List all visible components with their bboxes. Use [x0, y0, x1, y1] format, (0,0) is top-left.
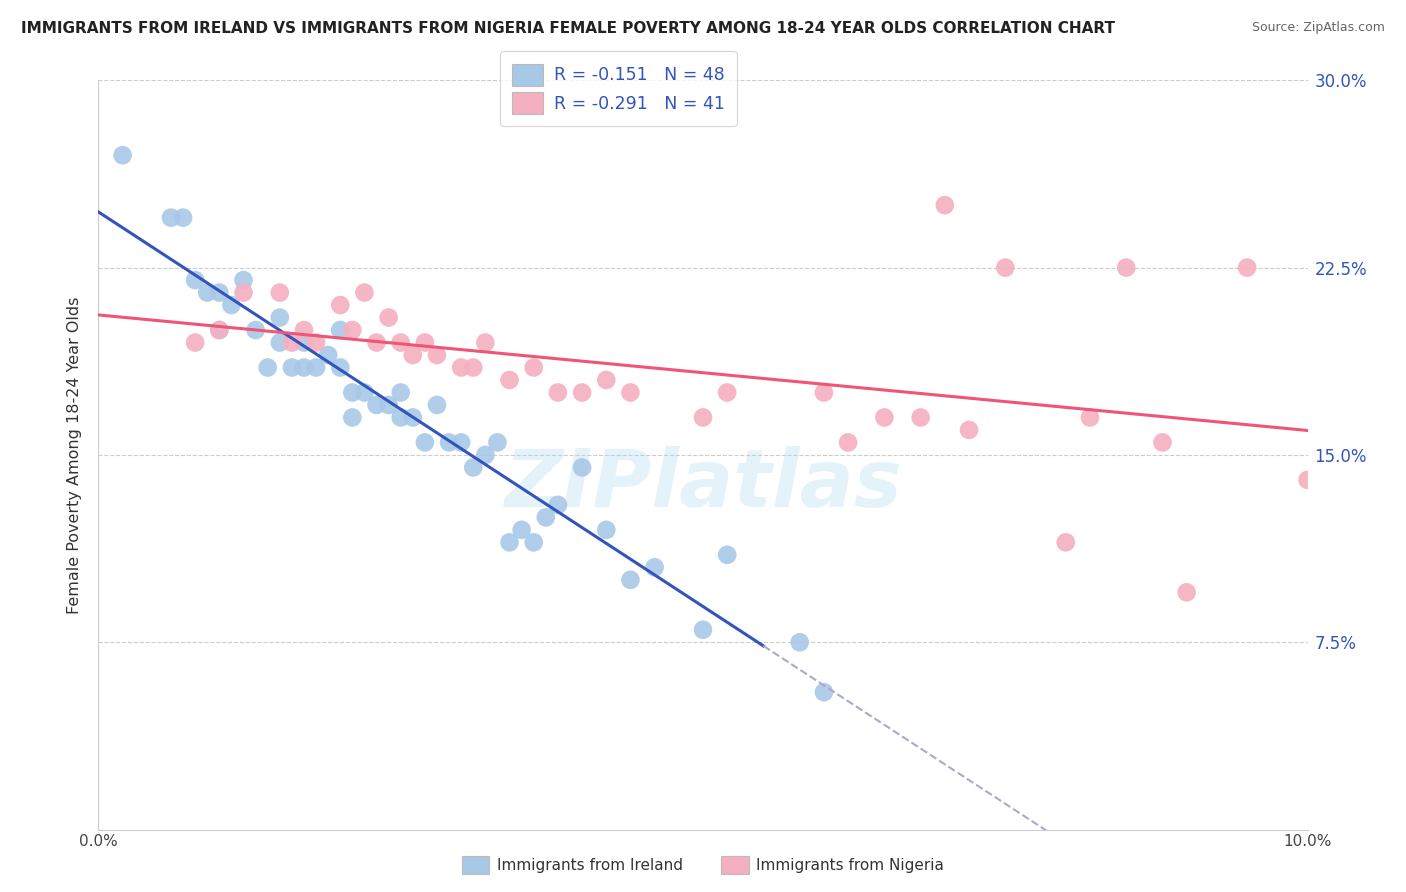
Point [463, 460, 485, 475]
Point [245, 323, 267, 337]
Point [994, 260, 1017, 275]
Point [172, 211, 194, 225]
Point [269, 285, 291, 300]
Point [1236, 260, 1258, 275]
Point [426, 398, 449, 412]
Point [329, 360, 352, 375]
Point [305, 335, 328, 350]
Point [389, 385, 412, 400]
Point [269, 335, 291, 350]
Point [269, 310, 291, 325]
Point [413, 335, 436, 350]
Point [1115, 260, 1137, 275]
Point [619, 573, 641, 587]
Point [1296, 473, 1319, 487]
Point [547, 385, 569, 400]
Point [221, 298, 243, 312]
Point [305, 360, 328, 375]
Point [463, 360, 485, 375]
Point [644, 560, 666, 574]
Point [474, 335, 496, 350]
Text: IMMIGRANTS FROM IRELAND VS IMMIGRANTS FROM NIGERIA FEMALE POVERTY AMONG 18-24 YE: IMMIGRANTS FROM IRELAND VS IMMIGRANTS FR… [21, 21, 1115, 36]
Point [426, 348, 449, 362]
Point [934, 198, 956, 212]
Point [377, 310, 399, 325]
Point [208, 323, 231, 337]
Legend: R = -0.151   N = 48, R = -0.291   N = 41: R = -0.151 N = 48, R = -0.291 N = 41 [501, 52, 737, 127]
Point [402, 410, 425, 425]
Point [595, 373, 617, 387]
Point [1054, 535, 1077, 549]
Text: ZIPlatlas: ZIPlatlas [505, 446, 901, 524]
Point [595, 523, 617, 537]
Point [292, 360, 315, 375]
Point [160, 211, 183, 225]
Point [366, 398, 388, 412]
Point [281, 360, 304, 375]
Point [486, 435, 509, 450]
Point [353, 285, 375, 300]
Point [523, 360, 546, 375]
Point [474, 448, 496, 462]
Point [329, 298, 352, 312]
Point [329, 323, 352, 337]
Point [232, 273, 254, 287]
Text: Source: ZipAtlas.com: Source: ZipAtlas.com [1251, 21, 1385, 34]
Point [184, 335, 207, 350]
Point [716, 385, 738, 400]
Point [389, 335, 412, 350]
Point [281, 335, 304, 350]
Point [437, 435, 460, 450]
Point [534, 510, 557, 524]
Point [957, 423, 980, 437]
Point [342, 323, 364, 337]
Point [342, 410, 364, 425]
Point [208, 323, 231, 337]
Point [232, 285, 254, 300]
Point [498, 535, 520, 549]
Point [910, 410, 932, 425]
Point [813, 385, 835, 400]
Point [789, 635, 811, 649]
Y-axis label: Female Poverty Among 18-24 Year Olds: Female Poverty Among 18-24 Year Olds [67, 296, 83, 614]
Point [353, 385, 375, 400]
Point [256, 360, 278, 375]
Point [208, 285, 231, 300]
Point [813, 685, 835, 699]
Point [547, 498, 569, 512]
Point [402, 348, 425, 362]
Point [1152, 435, 1174, 450]
Point [342, 385, 364, 400]
Point [450, 435, 472, 450]
Point [523, 535, 546, 549]
Point [1175, 585, 1198, 599]
Point [195, 285, 218, 300]
Point [316, 348, 339, 362]
Point [510, 523, 533, 537]
Point [619, 385, 641, 400]
Point [292, 323, 315, 337]
Point [111, 148, 134, 162]
Point [292, 335, 315, 350]
Point [716, 548, 738, 562]
Point [692, 410, 714, 425]
Point [377, 398, 399, 412]
Point [692, 623, 714, 637]
Point [571, 385, 593, 400]
Point [837, 435, 859, 450]
Point [873, 410, 896, 425]
Point [366, 335, 388, 350]
Point [1078, 410, 1101, 425]
Legend: Immigrants from Ireland, Immigrants from Nigeria: Immigrants from Ireland, Immigrants from… [456, 850, 950, 880]
Point [184, 273, 207, 287]
Point [450, 360, 472, 375]
Point [413, 435, 436, 450]
Point [571, 460, 593, 475]
Point [498, 373, 520, 387]
Point [389, 410, 412, 425]
